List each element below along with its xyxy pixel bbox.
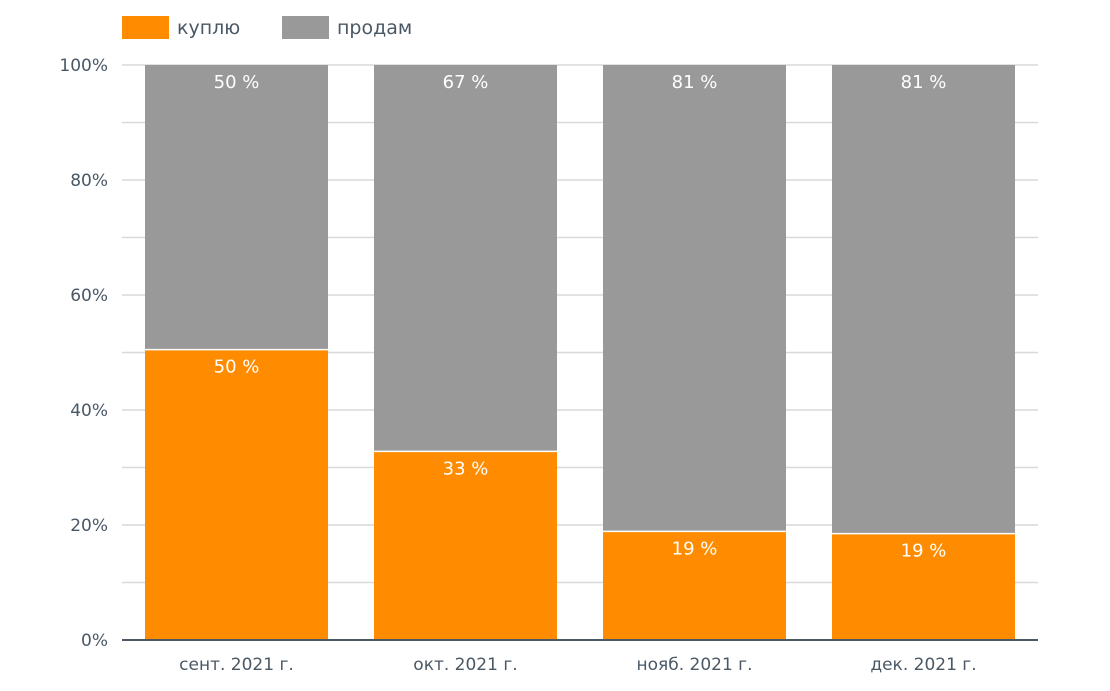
x-tick-label: окт. 2021 г. xyxy=(413,655,517,675)
data-label-2-2: 67 % xyxy=(443,72,489,93)
data-label-1-1: 50 % xyxy=(214,357,260,378)
bar-1-4 xyxy=(832,533,1015,640)
data-label-1-3: 19 % xyxy=(672,538,718,559)
y-tick-label: 40% xyxy=(70,401,108,421)
bars xyxy=(145,65,1015,640)
x-tick-label: нояб. 2021 г. xyxy=(636,655,752,675)
data-label-2-1: 50 % xyxy=(214,72,260,93)
bar-2-1 xyxy=(145,65,328,350)
x-tick-label: дек. 2021 г. xyxy=(870,655,976,675)
data-label-2-3: 81 % xyxy=(672,72,718,93)
data-label-1-4: 19 % xyxy=(901,541,947,562)
axes: 0% 20% 40% 60% 80% 100% сент. 2021 г. окт. 2021… xyxy=(59,56,1038,675)
data-label-2-4: 81 % xyxy=(901,72,947,93)
y-tick-label: 0% xyxy=(81,631,108,651)
legend-label-2: продам xyxy=(337,17,412,39)
y-tick-label: 20% xyxy=(70,516,108,536)
bar-1-3 xyxy=(603,531,786,640)
y-tick-label: 80% xyxy=(70,171,108,191)
bar-2-2 xyxy=(374,65,557,452)
legend-swatch-1 xyxy=(122,16,169,39)
data-labels: 50 % 50 % 33 % 67 % 19 % 81 % 19 % 81 % xyxy=(214,72,947,562)
y-tick-label: 100% xyxy=(59,56,108,76)
y-tick-label: 60% xyxy=(70,286,108,306)
x-tick-label: сент. 2021 г. xyxy=(179,655,294,675)
legend-label-1: куплю xyxy=(177,17,240,39)
bar-2-3 xyxy=(603,65,786,532)
data-label-1-2: 33 % xyxy=(443,458,489,479)
bar-1-1 xyxy=(145,349,328,640)
legend: куплю продам xyxy=(122,16,412,39)
bar-2-4 xyxy=(832,65,1015,534)
legend-swatch-2 xyxy=(282,16,329,39)
bar-1-2 xyxy=(374,451,557,640)
